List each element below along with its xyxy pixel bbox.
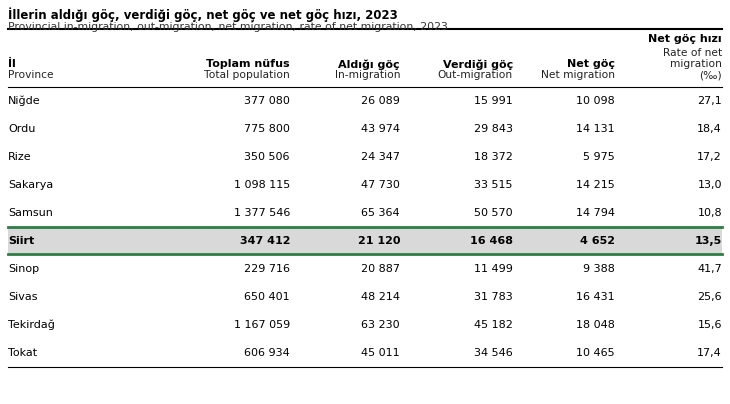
Text: 9 388: 9 388	[583, 264, 615, 274]
Text: 1 377 546: 1 377 546	[234, 208, 290, 218]
Text: 14 215: 14 215	[576, 180, 615, 190]
Text: 10 098: 10 098	[576, 96, 615, 106]
Text: 29 843: 29 843	[474, 124, 513, 134]
Text: 16 431: 16 431	[577, 292, 615, 302]
Text: 14 131: 14 131	[577, 124, 615, 134]
Text: 43 974: 43 974	[361, 124, 400, 134]
Text: 45 011: 45 011	[361, 348, 400, 358]
Text: 10 465: 10 465	[577, 348, 615, 358]
Text: 50 570: 50 570	[474, 208, 513, 218]
Text: Province: Province	[8, 70, 53, 80]
Text: 16 468: 16 468	[470, 236, 513, 246]
Text: 10,8: 10,8	[697, 208, 722, 218]
Text: 34 546: 34 546	[474, 348, 513, 358]
Text: 31 783: 31 783	[474, 292, 513, 302]
Text: 350 506: 350 506	[245, 152, 290, 162]
Text: 18 048: 18 048	[576, 320, 615, 330]
Text: 4 652: 4 652	[580, 236, 615, 246]
Text: 775 800: 775 800	[244, 124, 290, 134]
Text: 650 401: 650 401	[245, 292, 290, 302]
Text: Provincial in-migration, out-migration, net migration, rate of net migration, 20: Provincial in-migration, out-migration, …	[8, 22, 448, 32]
Text: Siirt: Siirt	[8, 236, 34, 246]
Bar	[8, 227, 722, 254]
Text: Sakarya: Sakarya	[8, 180, 53, 190]
Text: Sinop: Sinop	[8, 264, 39, 274]
Text: 5 975: 5 975	[583, 152, 615, 162]
Text: migration: migration	[670, 59, 722, 69]
Text: 65 364: 65 364	[361, 208, 400, 218]
Text: Verdiği göç: Verdiği göç	[443, 59, 513, 69]
Text: 26 089: 26 089	[361, 96, 400, 106]
Text: 13,5: 13,5	[695, 236, 722, 246]
Text: 11 499: 11 499	[474, 264, 513, 274]
Text: 47 730: 47 730	[361, 180, 400, 190]
Text: 14 794: 14 794	[576, 208, 615, 218]
Text: Aldığı göç: Aldığı göç	[339, 59, 400, 69]
Text: Out-migration: Out-migration	[438, 70, 513, 80]
Text: 25,6: 25,6	[697, 292, 722, 302]
Text: 24 347: 24 347	[361, 152, 400, 162]
Text: İl: İl	[8, 59, 16, 69]
Text: 18,4: 18,4	[697, 124, 722, 134]
Text: 17,2: 17,2	[697, 152, 722, 162]
Text: 377 080: 377 080	[244, 96, 290, 106]
Text: Ordu: Ordu	[8, 124, 35, 134]
Text: 18 372: 18 372	[474, 152, 513, 162]
Text: 15,6: 15,6	[697, 320, 722, 330]
Text: 33 515: 33 515	[474, 180, 513, 190]
Text: Rize: Rize	[8, 152, 31, 162]
Text: 229 716: 229 716	[244, 264, 290, 274]
Text: 45 182: 45 182	[474, 320, 513, 330]
Text: 1 167 059: 1 167 059	[234, 320, 290, 330]
Text: İllerin aldığı göç, verdiği göç, net göç ve net göç hızı, 2023: İllerin aldığı göç, verdiği göç, net göç…	[8, 7, 398, 21]
Text: Net göç: Net göç	[567, 59, 615, 69]
Text: 347 412: 347 412	[239, 236, 290, 246]
Text: In-migration: In-migration	[334, 70, 400, 80]
Text: 17,4: 17,4	[697, 348, 722, 358]
Text: 63 230: 63 230	[361, 320, 400, 330]
Text: Total population: Total population	[204, 70, 290, 80]
Text: 13,0: 13,0	[697, 180, 722, 190]
Text: 41,7: 41,7	[697, 264, 722, 274]
Text: Tekirdağ: Tekirdağ	[8, 320, 55, 330]
Text: 1 098 115: 1 098 115	[234, 180, 290, 190]
Text: Tokat: Tokat	[8, 348, 37, 358]
Text: Niğde: Niğde	[8, 96, 41, 106]
Text: Toplam nüfus: Toplam nüfus	[207, 59, 290, 69]
Text: (‰): (‰)	[699, 70, 722, 80]
Text: Sivas: Sivas	[8, 292, 37, 302]
Text: 15 991: 15 991	[474, 96, 513, 106]
Text: Samsun: Samsun	[8, 208, 53, 218]
Text: Rate of net: Rate of net	[663, 48, 722, 58]
Text: Net göç hızı: Net göç hızı	[648, 34, 722, 44]
Text: 48 214: 48 214	[361, 292, 400, 302]
Text: 27,1: 27,1	[697, 96, 722, 106]
Text: 20 887: 20 887	[361, 264, 400, 274]
Text: Net migration: Net migration	[541, 70, 615, 80]
Text: 21 120: 21 120	[358, 236, 400, 246]
Text: 606 934: 606 934	[245, 348, 290, 358]
